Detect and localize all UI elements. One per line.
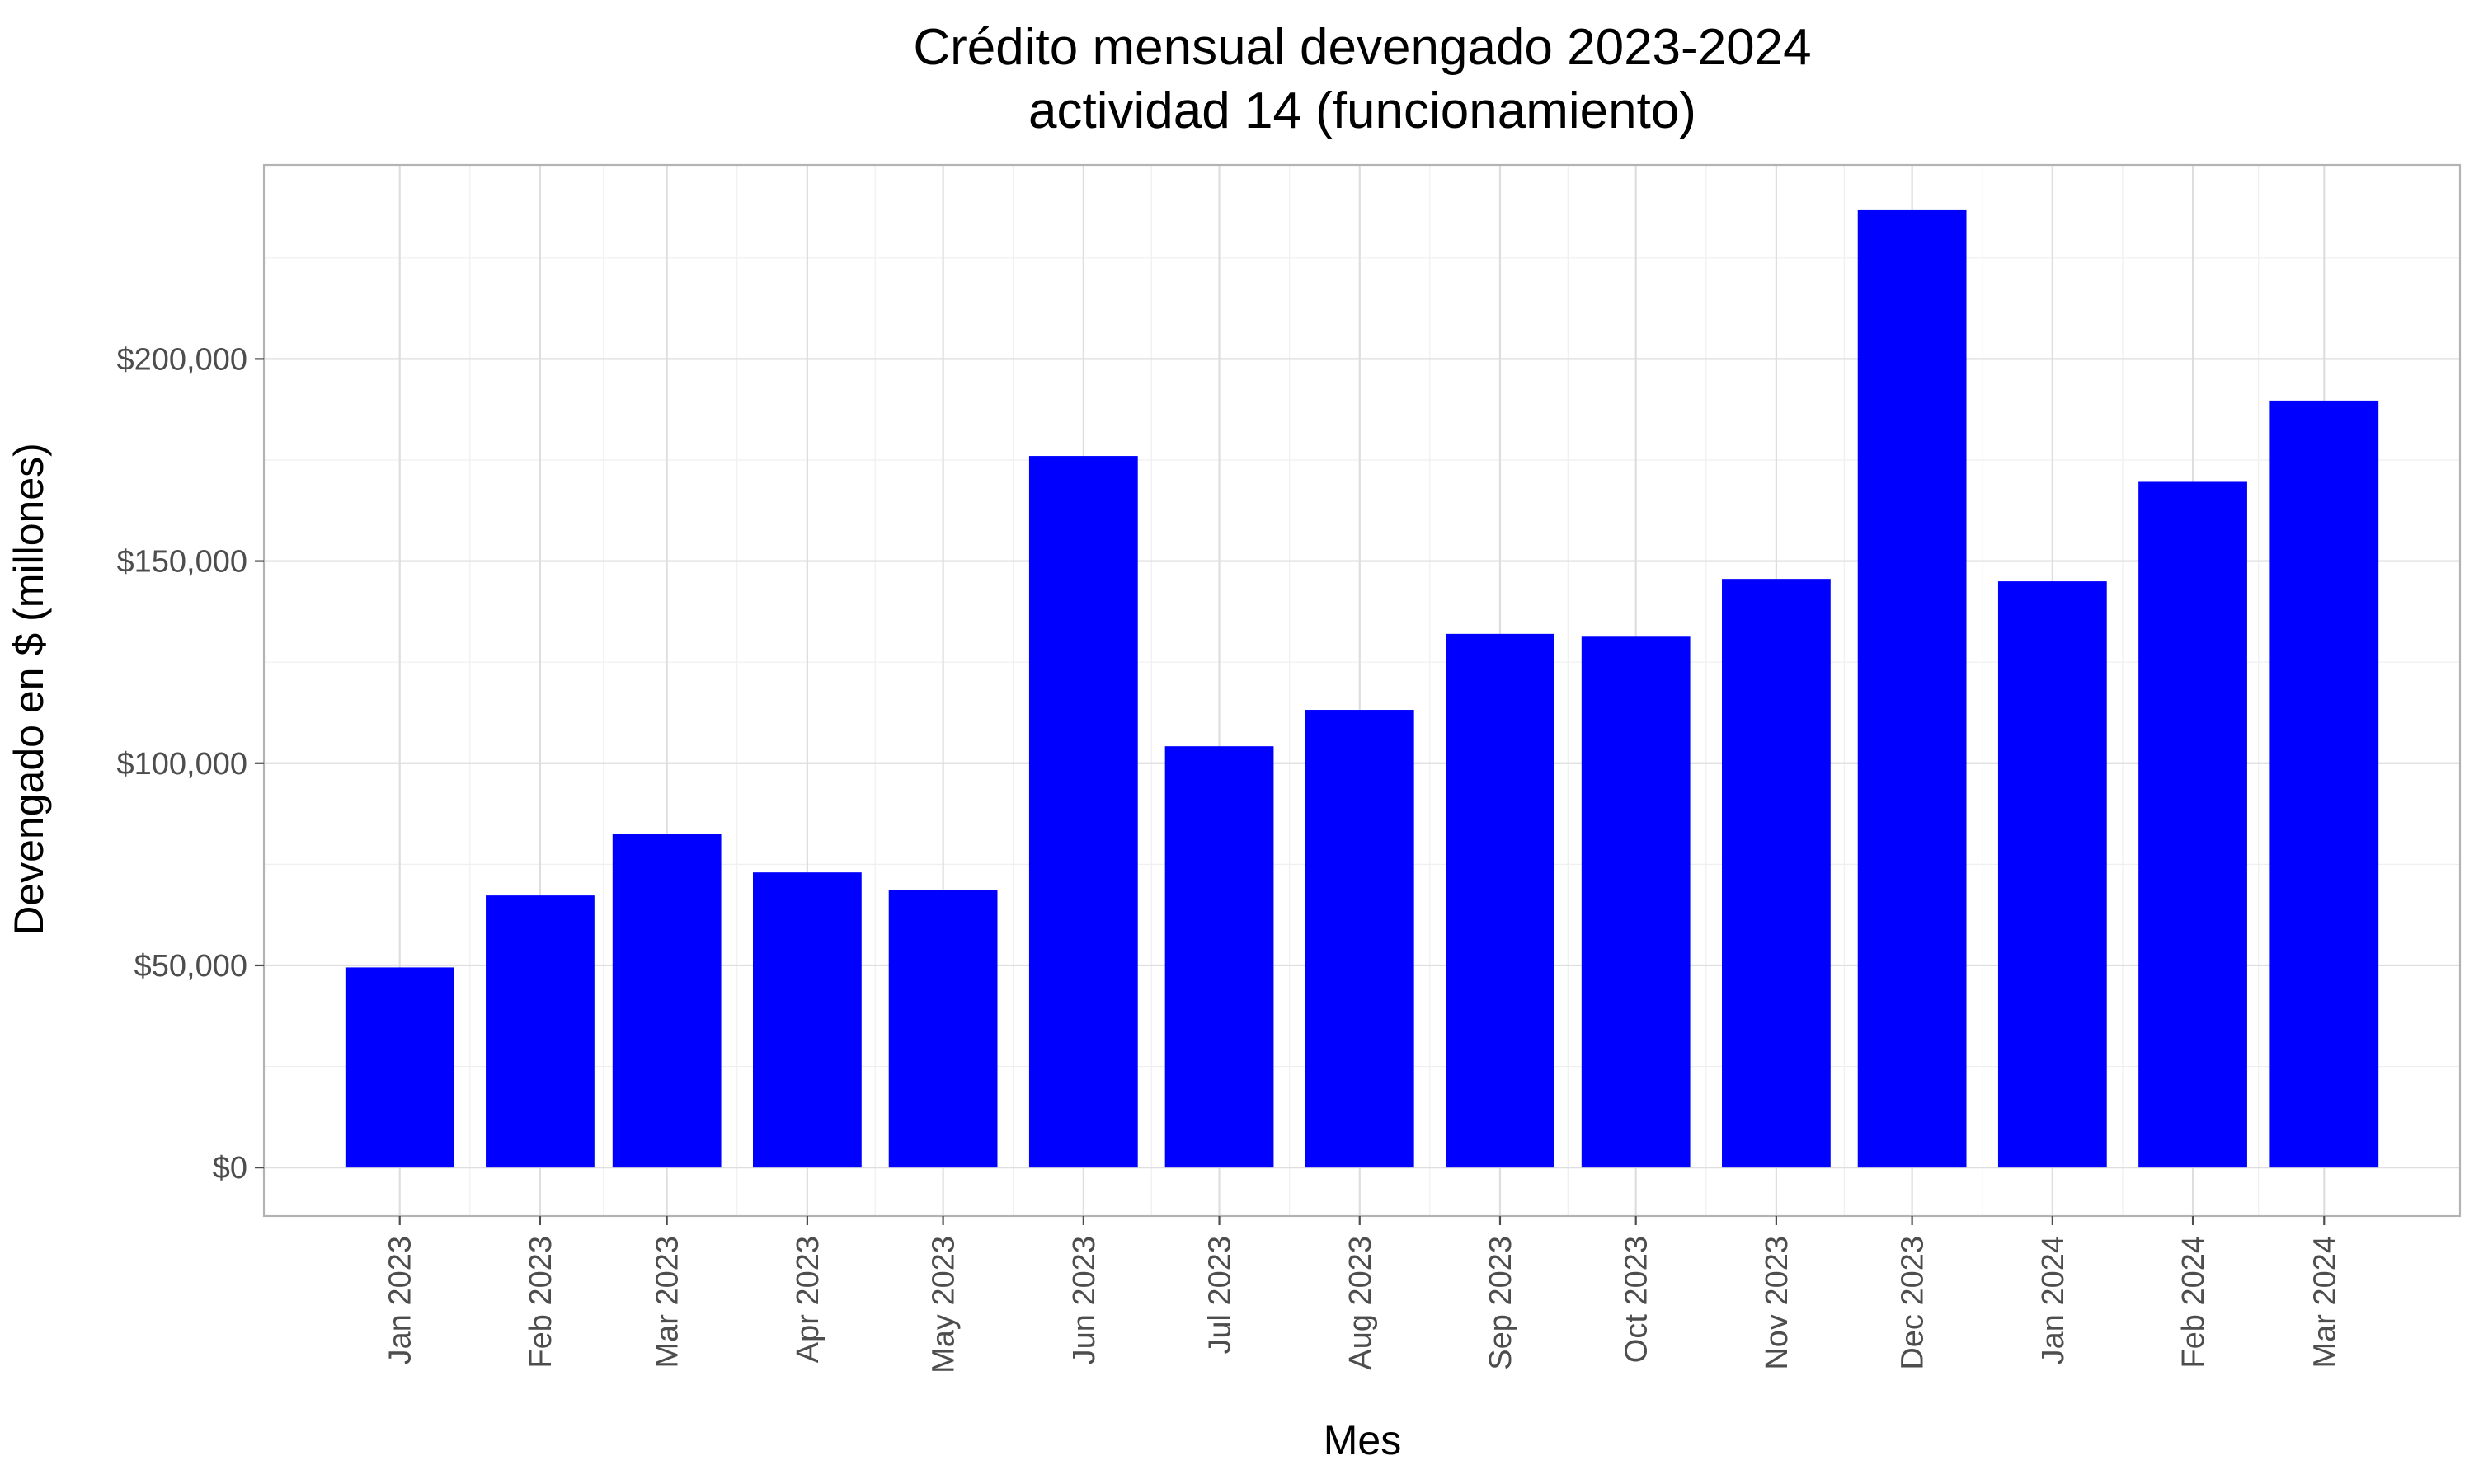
- x-tick-label: Aug 2023: [1343, 1236, 1378, 1370]
- bar: [345, 967, 454, 1168]
- bar: [486, 895, 595, 1168]
- x-tick-label: Feb 2024: [2176, 1236, 2211, 1369]
- x-tick-label: Jun 2023: [1067, 1236, 1102, 1364]
- x-axis-title: Mes: [1324, 1417, 1401, 1463]
- bar: [1581, 636, 1691, 1168]
- panel-border: [262, 163, 2462, 1218]
- bar: [1028, 456, 1138, 1168]
- bar: [1997, 581, 2107, 1168]
- x-tick-label: Mar 2024: [2307, 1236, 2342, 1369]
- bar: [1164, 746, 1274, 1168]
- x-tick-label: Jul 2023: [1203, 1236, 1238, 1355]
- y-tick-label: $200,000: [117, 342, 248, 377]
- chart-title: Crédito mensual devengado 2023-2024 acti…: [913, 19, 1811, 139]
- chart-title-line-1: Crédito mensual devengado 2023-2024: [913, 19, 1811, 76]
- y-axis: $0 $50,000 $100,000 $150,000 $200,000: [117, 342, 264, 1186]
- chart-title-line-2: actividad 14 (funcionamiento): [1028, 82, 1696, 139]
- plot-panel: [262, 163, 2462, 1218]
- x-tick-label: Mar 2023: [651, 1236, 685, 1369]
- bar: [888, 890, 998, 1168]
- y-tick-label: $150,000: [117, 545, 248, 580]
- x-tick-label: Nov 2023: [1760, 1236, 1794, 1370]
- y-tick-label: $0: [213, 1151, 247, 1186]
- x-tick-label: Dec 2023: [1896, 1236, 1931, 1370]
- bar: [2138, 481, 2247, 1168]
- y-axis-title: Devengado en $ (millones): [6, 443, 52, 936]
- x-tick-label: May 2023: [927, 1236, 962, 1374]
- y-tick-label: $100,000: [117, 747, 248, 782]
- bar: [1305, 710, 1414, 1168]
- x-tick-label: Oct 2023: [1620, 1236, 1654, 1363]
- bars: [345, 209, 2379, 1168]
- bar: [1722, 579, 1831, 1168]
- x-tick-label: Jan 2023: [383, 1236, 418, 1364]
- bar: [1857, 209, 1967, 1168]
- bar: [752, 872, 862, 1168]
- y-tick-label: $50,000: [134, 949, 247, 984]
- x-tick-label: Feb 2023: [524, 1236, 558, 1369]
- x-tick-label: Sep 2023: [1484, 1236, 1518, 1370]
- x-tick-label: Jan 2024: [2036, 1236, 2071, 1364]
- bar: [612, 834, 722, 1168]
- minor-gridlines-x: [469, 165, 2260, 1216]
- bar: [1446, 633, 1554, 1168]
- bar: [2269, 400, 2379, 1168]
- x-tick-label: Apr 2023: [791, 1236, 825, 1363]
- x-axis: Jan 2023 Feb 2023 Mar 2023 Apr 2023 May 2023…: [383, 1216, 2342, 1374]
